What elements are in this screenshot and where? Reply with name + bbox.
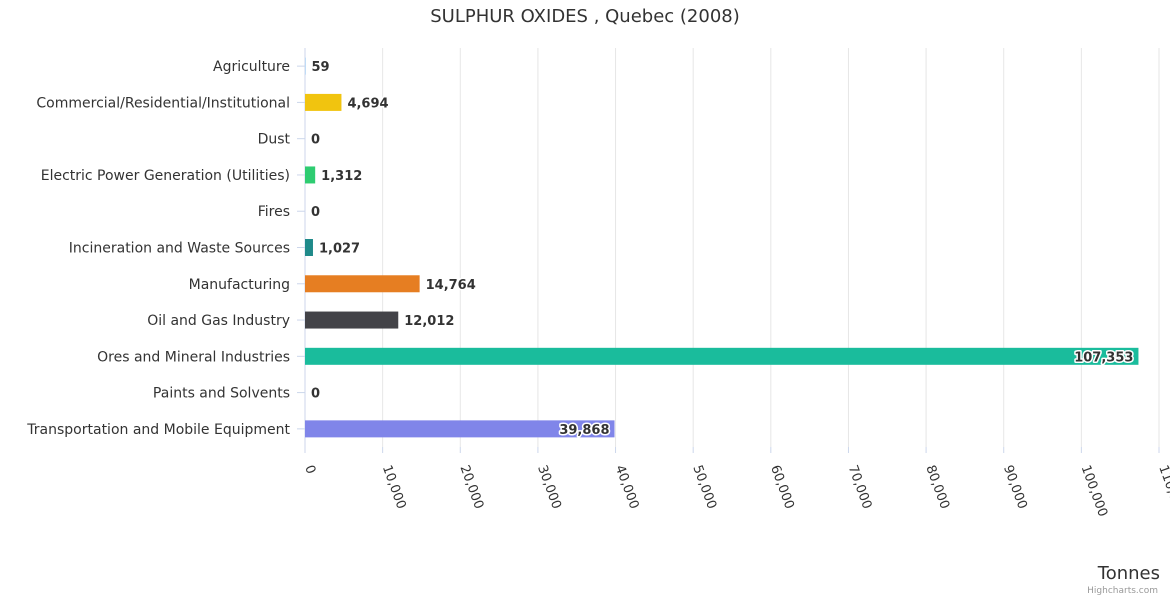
x-tick-label: 10,000 <box>379 463 409 511</box>
bar <box>305 311 399 329</box>
x-tick-label: 30,000 <box>534 463 564 511</box>
x-tick-label: 60,000 <box>767 463 797 511</box>
category-label: Transportation and Mobile Equipment <box>26 422 290 438</box>
credits-link[interactable]: Highcharts.com <box>1087 586 1158 596</box>
axes: 0 10,000 20,000 30,000 40,000 50,000 60,000 70,… <box>26 48 1170 519</box>
x-axis-title: Tonnes <box>1097 563 1160 584</box>
bar-value-label: 4,694 <box>347 96 388 111</box>
x-tick-label: 90,000 <box>1000 463 1030 511</box>
category-label: Fires <box>258 204 290 220</box>
bar-value-label: 59 <box>311 60 329 75</box>
bar-value-label: 12,012 <box>404 314 454 329</box>
chart-title: SULPHUR OXIDES , Quebec (2008) <box>430 6 740 27</box>
bar <box>305 420 615 438</box>
x-tick-label: 0 <box>301 463 318 476</box>
bar <box>305 166 316 184</box>
category-label: Electric Power Generation (Utilities) <box>41 168 290 184</box>
bar <box>305 347 1139 365</box>
bar-value-label: 0 <box>311 205 320 220</box>
bar-value-label: 1,027 <box>319 242 360 257</box>
category-label: Oil and Gas Industry <box>147 313 290 329</box>
x-tick-label: 70,000 <box>845 463 875 511</box>
category-label: Agriculture <box>213 59 290 75</box>
x-tick-label: 50,000 <box>689 463 719 511</box>
x-tick-label: 110,000 <box>1155 463 1170 519</box>
bar-value-label: 0 <box>311 133 320 148</box>
bar <box>305 239 313 256</box>
category-label: Paints and Solvents <box>153 386 290 402</box>
bar-value-label: 0 <box>311 387 320 402</box>
x-tick-label: 80,000 <box>922 463 952 511</box>
category-label: Manufacturing <box>189 277 290 293</box>
bar-value-label: 14,764 <box>426 278 476 293</box>
x-tick-label: 100,000 <box>1078 463 1110 519</box>
category-label: Dust <box>258 132 291 148</box>
data-labels: 59 4,694 0 1,312 0 1,027 14,764 12,012 107,353 0 3… <box>310 59 1135 440</box>
category-label: Ores and Mineral Industries <box>97 349 290 365</box>
category-label: Incineration and Waste Sources <box>69 241 290 257</box>
bar <box>305 93 342 111</box>
bars <box>305 57 1139 438</box>
grid-lines <box>382 48 1160 447</box>
category-label: Commercial/Residential/Institutional <box>36 95 290 111</box>
x-tick-label: 20,000 <box>457 463 487 511</box>
bar-value-label: 1,312 <box>321 169 362 184</box>
bar-value-label: 39,868 <box>559 423 609 438</box>
bar <box>305 275 420 293</box>
bar-value-label: 107,353 <box>1074 350 1133 365</box>
x-tick-label: 40,000 <box>612 463 642 511</box>
